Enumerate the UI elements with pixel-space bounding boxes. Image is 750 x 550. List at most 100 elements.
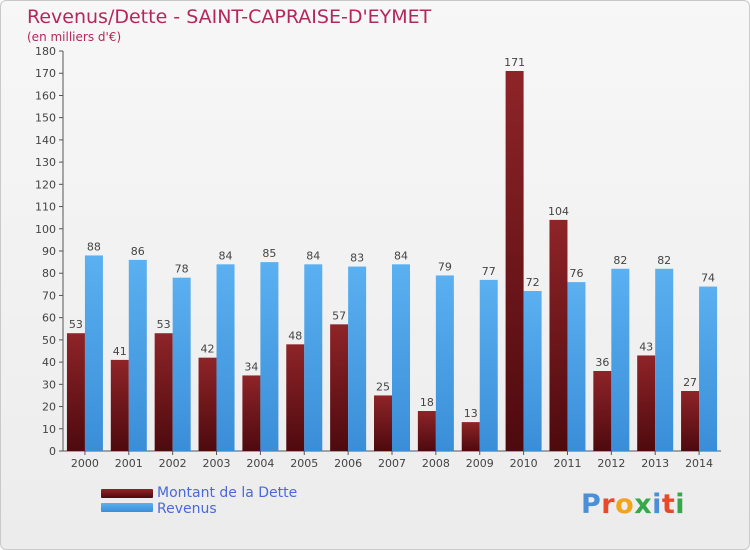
bar-revenus — [567, 282, 586, 451]
data-label-revenus: 82 — [613, 254, 627, 267]
data-label-dette: 48 — [288, 329, 302, 342]
y-tick-label: 150 — [35, 112, 56, 125]
bar-dette — [286, 344, 305, 451]
bar-revenus — [304, 264, 323, 451]
bar-revenus — [348, 266, 367, 451]
x-tick-label: 2006 — [334, 457, 362, 470]
logo-letter-2: o — [615, 489, 635, 520]
y-tick-label: 60 — [42, 312, 56, 325]
legend-swatch-dette — [101, 489, 153, 498]
bar-dette — [681, 391, 700, 451]
logo-letter-5: t — [661, 489, 676, 520]
data-label-dette: 43 — [639, 340, 653, 353]
data-label-revenus: 74 — [701, 272, 715, 285]
x-tick-label: 2013 — [641, 457, 669, 470]
logo-letter-0: P — [581, 489, 602, 520]
logo-letter-1: r — [601, 489, 616, 520]
data-label-dette: 27 — [683, 376, 697, 389]
x-tick-label: 2005 — [290, 457, 318, 470]
bar-dette — [330, 324, 349, 451]
data-label-revenus: 85 — [262, 247, 276, 260]
y-tick-label: 130 — [35, 156, 56, 169]
logo-letter-6: i — [675, 489, 686, 520]
data-label-revenus: 79 — [438, 260, 452, 273]
x-tick-label: 2014 — [685, 457, 713, 470]
bar-dette — [154, 333, 173, 451]
data-label-dette: 18 — [420, 396, 434, 409]
x-tick-label: 2012 — [597, 457, 625, 470]
y-tick-label: 0 — [49, 445, 56, 458]
bar-dette — [242, 375, 261, 451]
bar-dette — [461, 422, 480, 451]
bar-dette — [417, 411, 436, 451]
data-label-revenus: 84 — [394, 249, 408, 262]
bar-revenus — [479, 279, 498, 451]
y-tick-label: 50 — [42, 334, 56, 347]
bar-dette — [374, 395, 392, 451]
bar-dette — [505, 71, 524, 451]
data-label-dette: 57 — [332, 309, 346, 322]
bar-dette — [110, 359, 129, 451]
legend-label-dette: Montant de la Dette — [157, 485, 298, 501]
y-tick-label: 180 — [35, 45, 56, 58]
x-tick-label: 2011 — [553, 457, 581, 470]
x-tick-label: 2010 — [510, 457, 538, 470]
data-label-dette: 171 — [504, 56, 525, 69]
x-tick-label: 2002 — [159, 457, 187, 470]
chart-title: Revenus/Dette - SAINT-CAPRAISE-D'EYMET — [27, 6, 432, 28]
data-label-dette: 13 — [464, 407, 478, 420]
data-label-dette: 36 — [595, 356, 609, 369]
y-tick-label: 90 — [42, 245, 56, 258]
y-tick-label: 110 — [35, 201, 56, 214]
bar-revenus — [84, 255, 103, 451]
data-label-revenus: 84 — [306, 249, 320, 262]
bar-revenus — [216, 264, 235, 451]
data-label-revenus: 76 — [569, 267, 583, 280]
y-tick-label: 40 — [42, 356, 56, 369]
data-label-revenus: 72 — [526, 276, 540, 289]
x-tick-label: 2000 — [71, 457, 99, 470]
data-label-revenus: 82 — [657, 254, 671, 267]
data-label-dette: 42 — [201, 343, 215, 356]
x-tick-label: 2008 — [422, 457, 450, 470]
y-tick-label: 80 — [42, 267, 56, 280]
legend-label-revenus: Revenus — [157, 501, 217, 517]
x-tick-label: 2009 — [466, 457, 494, 470]
y-tick-label: 30 — [42, 378, 56, 391]
logo-letter-3: x — [634, 489, 653, 520]
bar-revenus — [655, 268, 674, 451]
legend-swatch-revenus — [101, 503, 153, 512]
data-label-dette: 41 — [113, 345, 127, 358]
chart-subtitle: (en milliers d'€) — [27, 30, 122, 44]
x-tick-label: 2001 — [115, 457, 143, 470]
data-label-revenus: 88 — [87, 240, 101, 253]
bar-dette — [198, 357, 217, 451]
data-label-dette: 25 — [376, 380, 390, 393]
bar-revenus — [128, 259, 147, 451]
bar-revenus — [392, 264, 410, 451]
y-tick-label: 100 — [35, 223, 56, 236]
bar-revenus — [523, 291, 542, 451]
proxiti-logo: Proxiti — [581, 489, 685, 520]
y-tick-label: 70 — [42, 289, 56, 302]
bar-dette — [593, 371, 612, 451]
bar-dette — [66, 333, 85, 451]
bar-revenus — [699, 286, 718, 451]
data-label-revenus: 84 — [219, 249, 233, 262]
bar-revenus — [172, 277, 191, 451]
data-label-revenus: 78 — [175, 263, 189, 276]
bar-revenus — [260, 262, 279, 451]
y-tick-label: 160 — [35, 89, 56, 102]
bar-revenus — [611, 268, 630, 451]
bar-revenus — [435, 275, 454, 451]
y-tick-label: 140 — [35, 134, 56, 147]
data-label-dette: 53 — [69, 318, 83, 331]
y-tick-label: 10 — [42, 423, 56, 436]
bar-dette — [549, 219, 568, 451]
x-tick-label: 2007 — [378, 457, 406, 470]
data-label-dette: 34 — [244, 360, 258, 373]
x-tick-label: 2004 — [246, 457, 274, 470]
x-tick-label: 2003 — [203, 457, 231, 470]
